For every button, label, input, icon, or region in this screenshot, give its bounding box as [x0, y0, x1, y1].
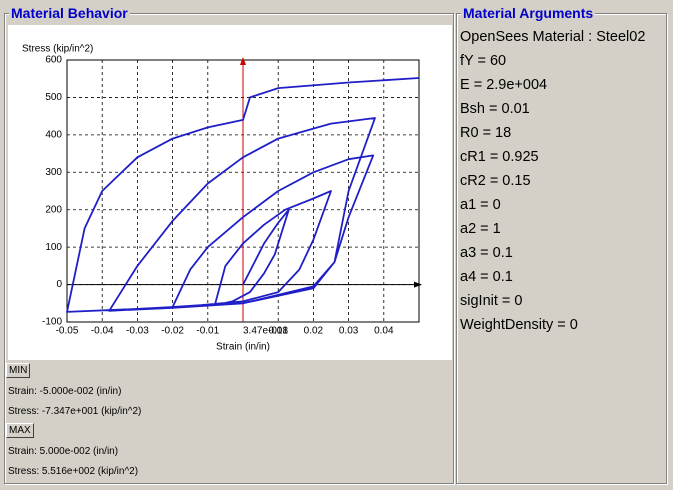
argument: sigInit = 0: [460, 293, 523, 309]
x-tick-label: 0.02: [304, 326, 324, 337]
y-tick-label: 100: [45, 242, 62, 253]
argument: Bsh = 0.01: [460, 101, 530, 117]
y-axis-label: Stress (kip/in^2): [22, 44, 93, 55]
argument: OpenSees Material : Steel02: [460, 29, 646, 45]
argument: a3 = 0.1: [460, 245, 513, 261]
y-tick-label: 400: [45, 129, 62, 140]
max-button[interactable]: MAX: [6, 423, 34, 438]
x-tick-label: -0.05: [56, 326, 79, 337]
argument: cR2 = 0.15: [460, 173, 531, 189]
max-strain: Strain: 5.000e-002 (in/in): [8, 446, 119, 457]
argument: fY = 60: [460, 53, 507, 69]
argument: a1 = 0: [460, 197, 501, 213]
stress-strain-curve: [66, 77, 420, 313]
argument: R0 = 18: [460, 125, 512, 141]
y-tick-label: -100: [42, 317, 62, 328]
x-tick-label: 0.01: [268, 326, 288, 337]
min-button[interactable]: MIN: [6, 363, 31, 378]
arguments-group: Material Arguments: [456, 5, 667, 484]
x-tick-label: 0.04: [374, 326, 394, 337]
min-stress: Stress: -7.347e+001 (kip/in^2): [8, 406, 142, 417]
argument: a2 = 1: [460, 221, 501, 237]
x-tick-label: 3.47e-018: [243, 326, 288, 337]
min-strain: Strain: -5.000e-002 (in/in): [8, 386, 122, 397]
argument: cR1 = 0.925: [460, 149, 539, 165]
y-tick-label: 0: [56, 279, 62, 290]
argument: E = 2.9e+004: [460, 77, 548, 93]
x-tick-label: -0.03: [126, 326, 149, 337]
x-axis-label: Strain (in/in): [216, 342, 270, 353]
y-tick-label: 300: [45, 167, 62, 178]
y-tick-label: 200: [45, 204, 62, 215]
max-stress: Stress: 5.516e+002 (kip/in^2): [8, 466, 139, 477]
group-title: Material Arguments: [461, 5, 596, 21]
group-title: Material Behavior: [9, 5, 130, 21]
y-tick-label: 500: [45, 92, 62, 103]
x-tick-label: -0.02: [161, 326, 184, 337]
x-tick-label: 0.03: [339, 326, 359, 337]
behavior-group: Material Behavior: [4, 5, 454, 484]
argument: a4 = 0.1: [460, 269, 513, 285]
argument: WeightDensity = 0: [460, 317, 578, 333]
chart: Stress (kip/in^2) Strain (in/in) -100 0 10…: [8, 25, 452, 360]
y-tick-label: 600: [45, 55, 62, 66]
x-tick-label: -0.04: [91, 326, 114, 337]
x-tick-label: -0.01: [196, 326, 219, 337]
